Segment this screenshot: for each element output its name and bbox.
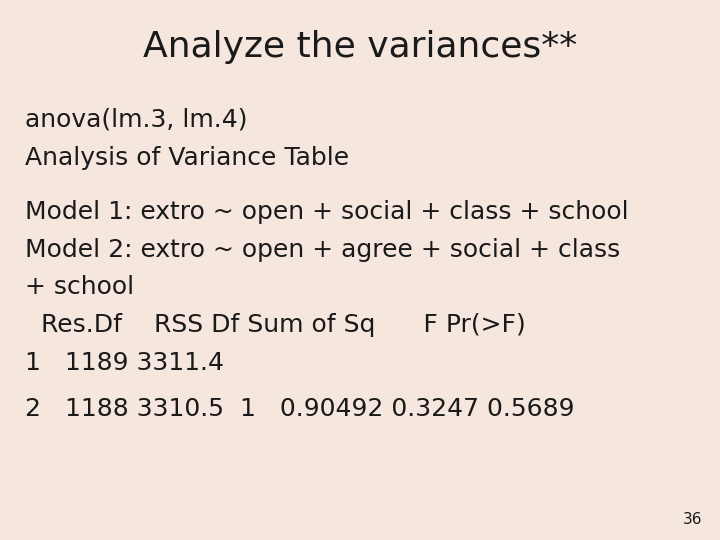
Text: 1   1189 3311.4: 1 1189 3311.4 <box>25 351 224 375</box>
Text: Model 2: extro ~ open + agree + social + class: Model 2: extro ~ open + agree + social +… <box>25 238 621 261</box>
Text: Analyze the variances**: Analyze the variances** <box>143 30 577 64</box>
Text: 2   1188 3310.5  1   0.90492 0.3247 0.5689: 2 1188 3310.5 1 0.90492 0.3247 0.5689 <box>25 397 575 421</box>
Text: Analysis of Variance Table: Analysis of Variance Table <box>25 146 349 170</box>
Text: anova(lm.3, lm.4): anova(lm.3, lm.4) <box>25 108 248 132</box>
Text: 36: 36 <box>683 511 702 526</box>
Text: Model 1: extro ~ open + social + class + school: Model 1: extro ~ open + social + class +… <box>25 200 629 224</box>
Text: + school: + school <box>25 275 135 299</box>
Text: Res.Df    RSS Df Sum of Sq      F Pr(>F): Res.Df RSS Df Sum of Sq F Pr(>F) <box>25 313 526 337</box>
